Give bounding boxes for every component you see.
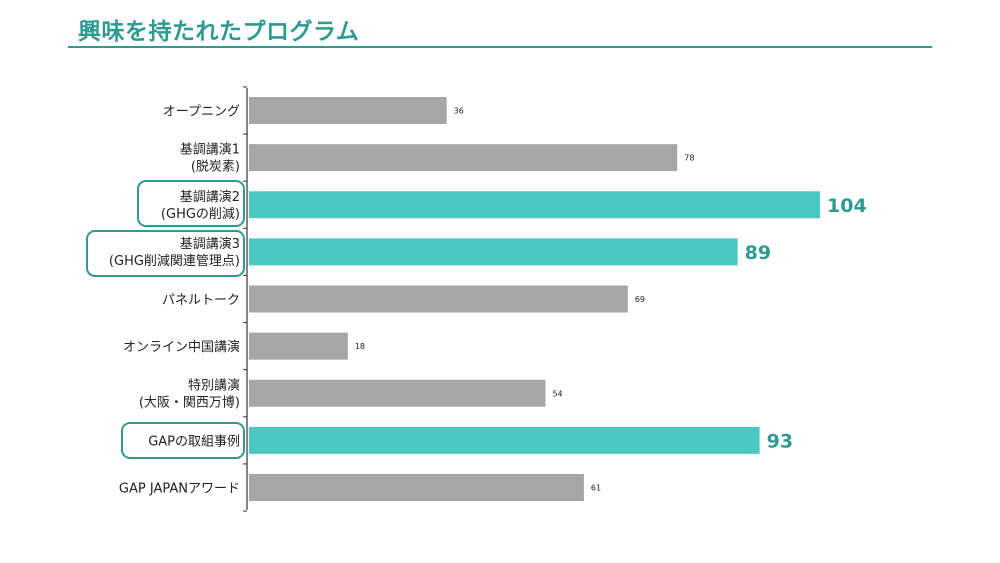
data-label: 61	[591, 484, 601, 493]
highlight-box	[121, 422, 245, 459]
bar	[249, 474, 584, 501]
category-label-sub: (GHG削減関連管理点)	[109, 253, 240, 269]
category-label: 基調講演3	[180, 236, 240, 252]
data-label: 69	[635, 295, 645, 304]
data-label: 54	[552, 389, 562, 398]
bar	[249, 332, 348, 360]
bar	[249, 97, 447, 124]
category-label: オンライン中国講演	[123, 339, 240, 355]
category-label: 特別講演	[188, 377, 240, 393]
bar	[249, 379, 546, 407]
category-label-sub: (大阪・関西万博)	[139, 395, 240, 410]
category-label: 基調講演2	[180, 189, 240, 205]
bar	[249, 191, 820, 219]
data-label: 36	[454, 107, 464, 116]
bar	[249, 285, 628, 313]
category-label: GAPの取組事例	[148, 434, 240, 449]
category-label: GAP JAPANアワード	[119, 482, 240, 497]
category-label-sub: (GHGの削減)	[161, 206, 240, 222]
category-label: オープニング	[163, 105, 240, 120]
data-label: 104	[827, 195, 867, 217]
data-label: 18	[355, 342, 365, 351]
data-label: 93	[767, 430, 793, 452]
title-underline	[68, 46, 932, 48]
category-label: パネルトーク	[162, 293, 240, 308]
category-label-sub: (脱炭素)	[191, 160, 240, 175]
category-label: 基調講演1	[180, 142, 240, 158]
bar	[249, 144, 678, 172]
highlight-box	[86, 230, 245, 277]
data-label: 89	[745, 242, 771, 264]
page-title: 興味を持たれたプログラム	[78, 19, 360, 45]
highlight-box	[137, 180, 245, 227]
bar	[249, 426, 760, 454]
bar	[249, 238, 738, 266]
data-label: 78	[684, 154, 694, 163]
